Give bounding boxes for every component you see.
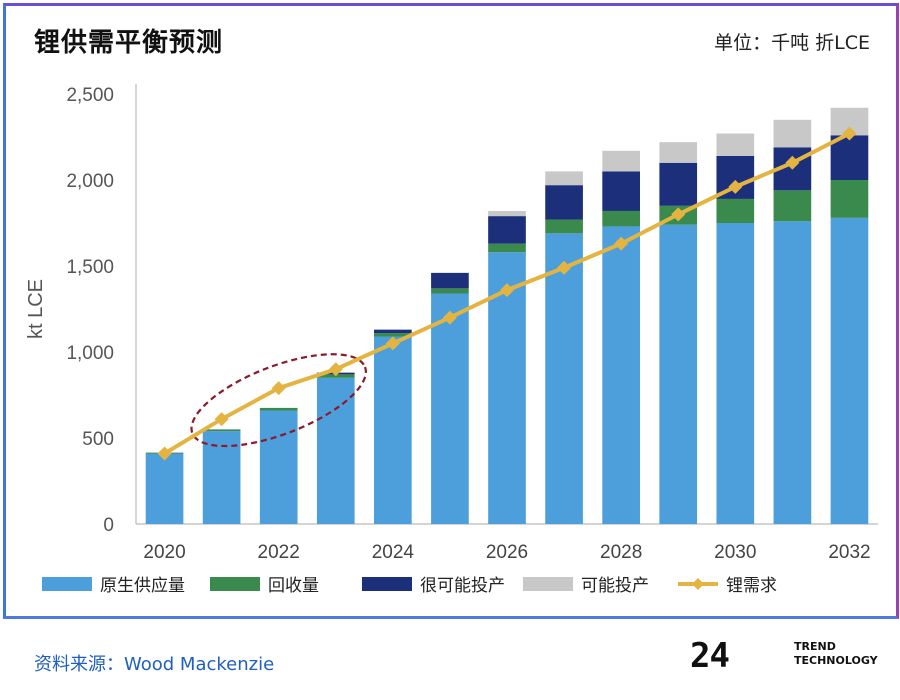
y-axis-label: kt LCE — [25, 279, 47, 339]
bar-primary_supply — [316, 377, 355, 524]
bar-primary_supply — [602, 226, 640, 524]
y-tick-label: 2,500 — [66, 85, 114, 106]
bar-probable — [773, 119, 812, 148]
demand-point — [500, 283, 514, 298]
bar-probable — [545, 171, 583, 186]
logo-number: 24 — [690, 636, 730, 676]
legend-marker-demand — [692, 578, 704, 590]
axes: 0 500 1,000 1,500 2,000 2,500 kt LCE 2020 2022 20… — [25, 84, 878, 563]
bar-highly_probable — [659, 162, 698, 206]
demand-line — [157, 126, 857, 461]
demand-point — [214, 412, 229, 427]
bar-primary_supply — [716, 223, 755, 524]
legend-swatch-recycling — [210, 577, 260, 591]
unit-label: 单位：千吨 折LCE — [714, 32, 870, 54]
demand-point — [557, 260, 572, 275]
legend-swatch-probable — [523, 577, 573, 591]
bar-primary_supply — [145, 453, 184, 524]
bar-recycling — [773, 190, 812, 222]
demand-point — [442, 310, 457, 325]
chart: 0 500 1,000 1,500 2,000 2,500 kt LCE 2020 2022 20… — [25, 84, 878, 596]
x-tick-label: 2032 — [828, 542, 870, 563]
legend-swatch-highly_probable — [362, 577, 412, 591]
x-tick-label: 2030 — [714, 542, 756, 563]
x-tick-label: 2028 — [600, 542, 642, 563]
bar-primary_supply — [545, 233, 583, 524]
bar-recycling — [716, 198, 755, 223]
bar-highly_probable — [830, 135, 869, 180]
bars — [145, 107, 869, 525]
demand-point — [728, 179, 743, 194]
bar-probable — [488, 210, 526, 217]
x-tick-label: 2022 — [258, 542, 300, 563]
source-note: 资料来源：Wood Mackenzie — [34, 654, 275, 675]
bar-recycling — [259, 407, 298, 411]
y-tick-label: 2,000 — [66, 171, 114, 192]
bar-recycling — [830, 180, 869, 218]
demand-point — [271, 381, 286, 396]
x-tick-label: 2020 — [143, 542, 185, 563]
legend-label-recycling: 回收量 — [268, 576, 319, 596]
demand-point — [385, 336, 400, 351]
demand-point — [614, 236, 629, 251]
bar-probable — [716, 133, 755, 156]
bar-highly_probable — [488, 216, 526, 244]
bar-recycling — [202, 429, 241, 432]
bar-primary_supply — [431, 293, 469, 524]
x-tick-label: 2024 — [372, 542, 415, 563]
demand-point — [842, 126, 857, 141]
bar-recycling — [488, 243, 526, 253]
bar-primary_supply — [773, 221, 812, 524]
y-tick-label: 1,000 — [66, 343, 114, 364]
chart-title: 锂供需平衡预测 — [34, 28, 224, 58]
bar-probable — [659, 142, 698, 163]
bar-recycling — [431, 288, 469, 294]
demand-point — [157, 446, 172, 461]
legend-label-probable: 可能投产 — [581, 576, 649, 596]
y-tick-label: 500 — [82, 429, 114, 450]
bar-recycling — [602, 210, 640, 227]
y-tick-label: 0 — [103, 515, 114, 536]
demand-point — [671, 207, 686, 222]
bar-highly_probable — [374, 329, 412, 334]
legend-label-highly_probable: 很可能投产 — [420, 576, 505, 596]
bar-recycling — [545, 219, 583, 234]
legend-label-primary_supply: 原生供应量 — [100, 576, 185, 596]
bar-primary_supply — [374, 336, 412, 524]
bar-recycling — [374, 333, 412, 337]
annotation-ellipse — [190, 353, 367, 448]
legend-label-demand: 锂需求 — [726, 576, 777, 596]
y-tick-label: 1,500 — [66, 257, 114, 278]
bar-primary_supply — [830, 217, 869, 524]
annotation — [190, 353, 367, 448]
bar-highly_probable — [431, 272, 469, 289]
logo-line1: TREND — [794, 640, 836, 653]
bar-highly_probable — [602, 171, 640, 211]
brand-logo: 24 TREND TECHNOLOGY — [688, 636, 878, 684]
logo-line2: TECHNOLOGY — [794, 654, 878, 667]
legend-swatch-primary_supply — [42, 577, 92, 591]
bar-highly_probable — [545, 185, 583, 220]
bar-probable — [602, 150, 640, 172]
bar-primary_supply — [659, 224, 698, 524]
bar-primary_supply — [259, 410, 298, 524]
demand-point — [785, 155, 800, 170]
legend: 原生供应量 回收量 很可能投产 可能投产 锂需求 — [42, 576, 777, 596]
x-tick-label: 2026 — [486, 542, 528, 563]
demand-point — [328, 362, 343, 377]
